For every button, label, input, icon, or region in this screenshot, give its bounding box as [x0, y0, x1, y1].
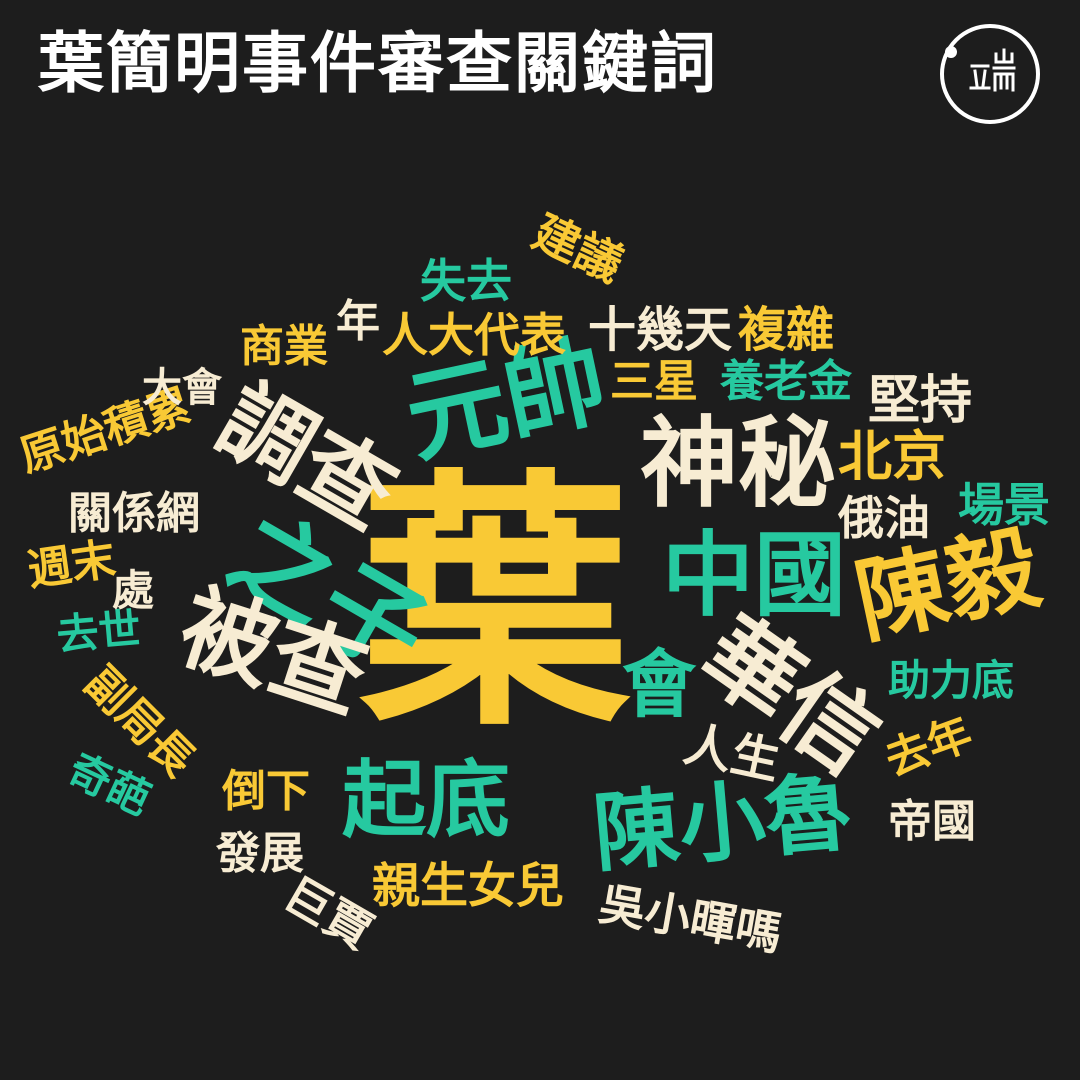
keyword-shiji: 十幾天: [588, 302, 733, 358]
keyword-hui: 會: [622, 642, 696, 728]
keyword-beijing: 北京: [838, 425, 946, 488]
keyword-daoxia: 倒下: [222, 766, 310, 817]
keyword-fazhan: 發展: [216, 828, 304, 879]
initium-logo-icon: [940, 24, 1040, 124]
keyword-sanxing: 三星: [610, 356, 698, 407]
keyword-eyou: 俄油: [838, 491, 930, 545]
keyword-zhulidi: 助力底: [888, 656, 1015, 705]
keyword-chenxiaolu: 陳小魯: [589, 762, 856, 885]
page-title: 葉簡明事件審查關鍵詞: [38, 25, 718, 102]
keyword-ye: 葉: [360, 447, 630, 762]
keyword-shiqu: 失去: [420, 254, 512, 308]
keyword-wuxiaohuima: 吳小暉嗎: [595, 876, 786, 962]
keyword-yanglaojin: 養老金: [720, 356, 852, 407]
keyword-renda: 人大代表: [382, 308, 566, 362]
keyword-qunian: 去年: [878, 708, 979, 787]
keyword-jianyi: 建議: [524, 204, 632, 293]
keyword-jugu: 巨賈: [275, 866, 382, 960]
keyword-qushi: 去世: [54, 603, 143, 660]
keyword-chu: 處: [112, 566, 155, 615]
keyword-changjing: 場景: [958, 478, 1050, 532]
keyword-diguo: 帝國: [888, 796, 976, 847]
keyword-zhoumo: 週末: [24, 533, 119, 597]
keyword-shenmi: 神秘: [640, 407, 837, 521]
keyword-zhongguo: 中國: [662, 522, 847, 629]
keyword-guanxiwang: 關係網: [68, 488, 200, 539]
keyword-shangye: 商業: [240, 321, 328, 372]
keyword-jianchi: 堅持: [868, 371, 973, 431]
keyword-nian: 年: [336, 296, 380, 347]
keyword-dahui: 大會: [142, 365, 222, 411]
keyword-fuza: 複雜: [738, 302, 835, 358]
keyword-qinshengnver: 親生女兒: [372, 858, 565, 914]
keyword-qidi: 起底: [342, 751, 511, 849]
